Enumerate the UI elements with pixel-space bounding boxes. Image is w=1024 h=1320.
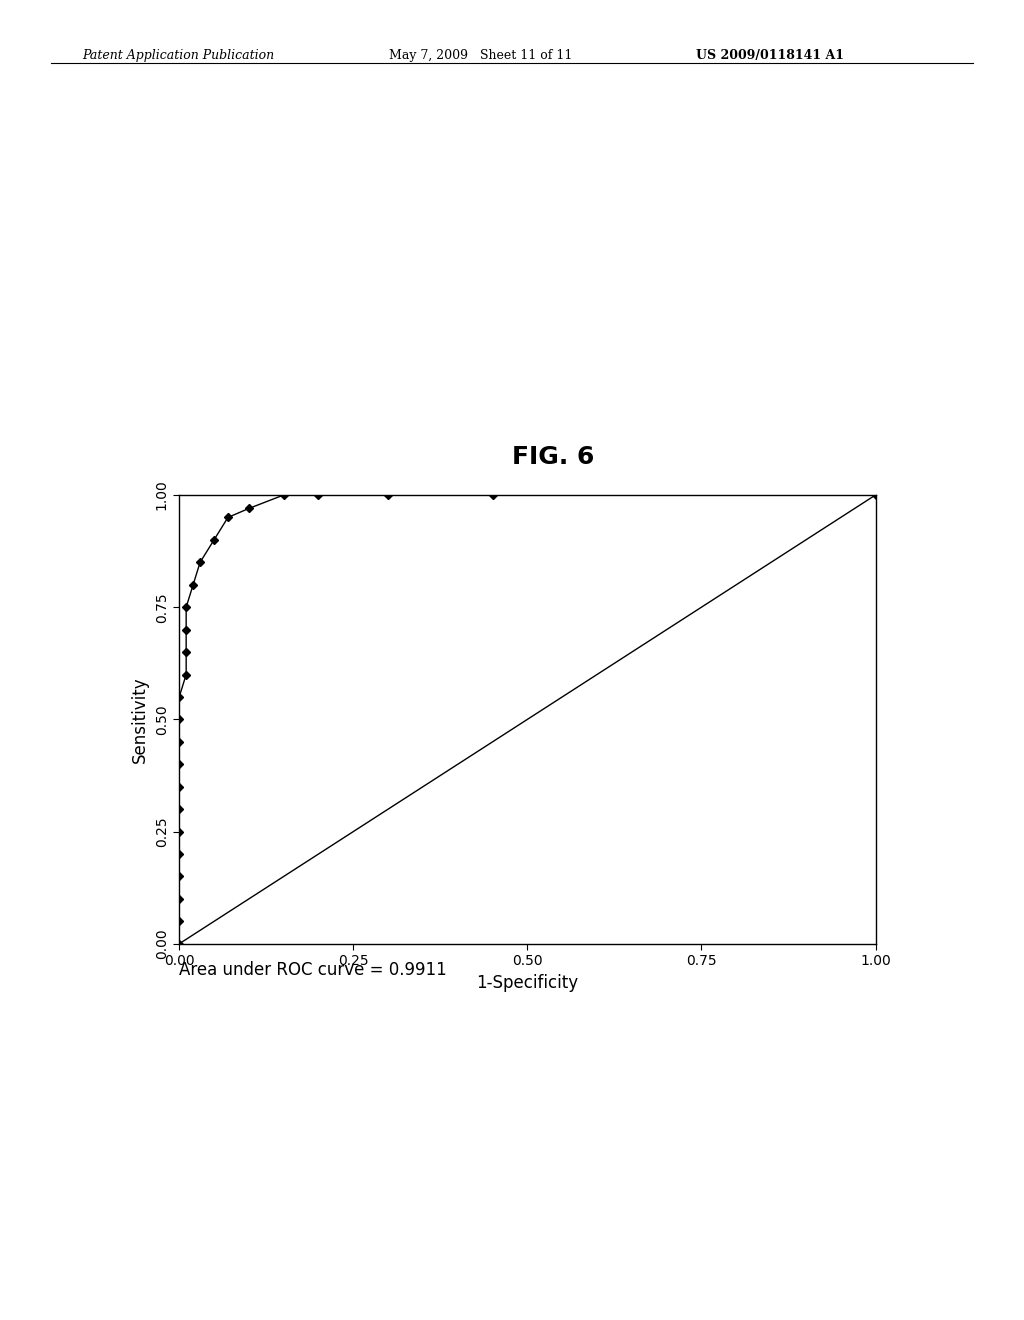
- Text: Area under ROC curve = 0.9911: Area under ROC curve = 0.9911: [179, 961, 446, 979]
- X-axis label: 1-Specificity: 1-Specificity: [476, 974, 579, 991]
- Text: Patent Application Publication: Patent Application Publication: [82, 49, 274, 62]
- Text: US 2009/0118141 A1: US 2009/0118141 A1: [696, 49, 845, 62]
- Text: FIG. 6: FIG. 6: [512, 445, 594, 469]
- Y-axis label: Sensitivity: Sensitivity: [131, 676, 150, 763]
- Text: May 7, 2009   Sheet 11 of 11: May 7, 2009 Sheet 11 of 11: [389, 49, 572, 62]
